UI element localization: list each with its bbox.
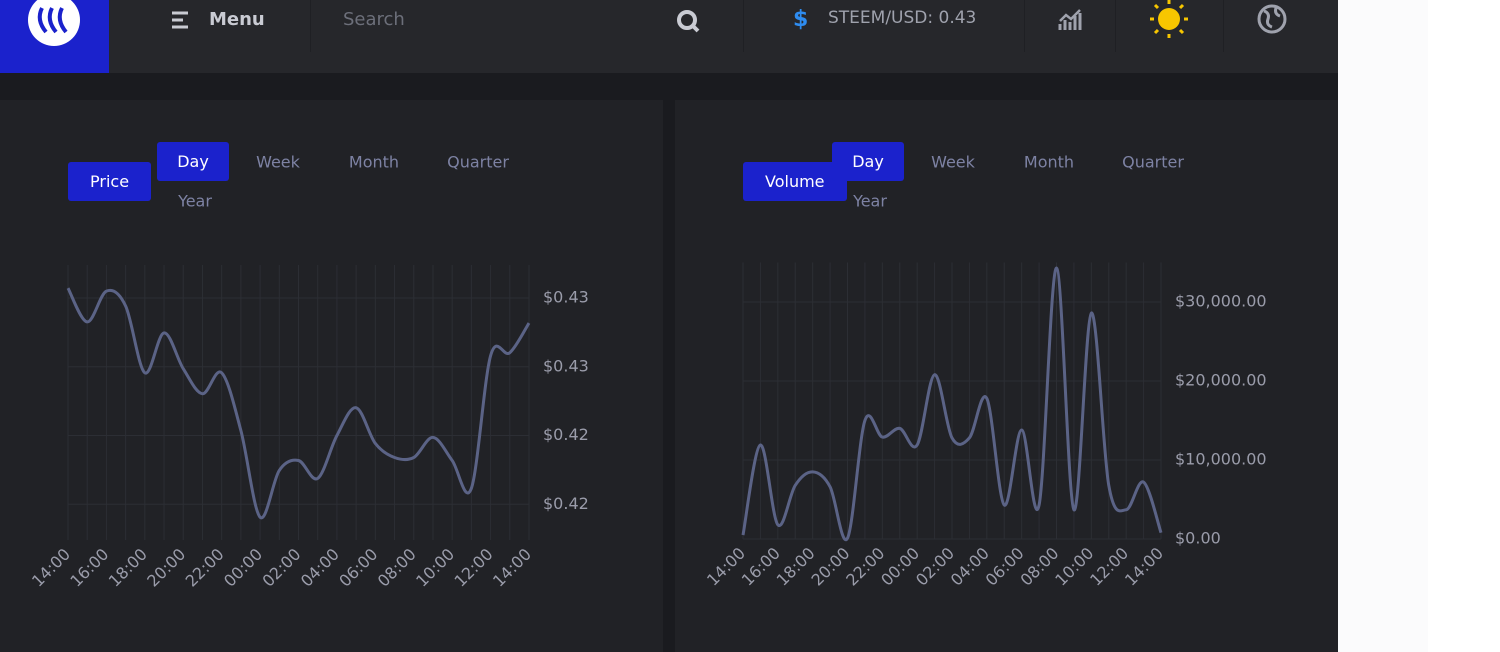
x-tick-label: 18:00	[773, 544, 819, 590]
y-tick-label: $30,000.00	[1175, 292, 1267, 311]
metric-button[interactable]: Price	[68, 162, 152, 201]
x-tick-label: 02:00	[912, 544, 958, 590]
x-tick-label: 12:00	[451, 545, 497, 591]
menu-label[interactable]: Menu	[209, 9, 265, 30]
menu-icon[interactable]	[170, 10, 192, 30]
range-button[interactable]: Week	[931, 152, 975, 172]
x-tick-label: 08:00	[374, 545, 420, 591]
x-tick-label: 00:00	[877, 544, 923, 590]
x-tick-label: 12:00	[1086, 544, 1132, 590]
range-button-active[interactable]: Day	[832, 142, 904, 181]
charts: 14:0016:0018:0020:0022:0000:0002:0004:00…	[28, 262, 1267, 591]
range-button[interactable]: Year	[853, 191, 887, 211]
y-tick-label: $0.42	[543, 494, 589, 513]
ticker[interactable]: STEEM/USD: 0.43	[828, 8, 977, 28]
x-tick-label: 00:00	[220, 545, 266, 591]
x-tick-label: 04:00	[947, 544, 993, 590]
logo[interactable]	[0, 0, 109, 73]
separator	[1024, 0, 1025, 52]
y-tick-label: $0.42	[543, 425, 589, 444]
separator	[743, 0, 744, 52]
x-tick-label: 22:00	[182, 545, 228, 591]
x-tick-label: 06:00	[335, 545, 381, 591]
x-tick-label: 16:00	[66, 545, 112, 591]
range-button[interactable]: Month	[348, 152, 400, 172]
range-button[interactable]: Month	[1023, 152, 1075, 172]
side-strip	[1338, 0, 1428, 652]
line	[66, 287, 531, 520]
range-button-active[interactable]: Day	[157, 142, 229, 181]
y-tick-label: $0.43	[543, 288, 589, 307]
x-tick-label: 22:00	[842, 544, 888, 590]
chart-icon[interactable]	[1057, 7, 1083, 33]
x-tick-label: 20:00	[143, 545, 189, 591]
logo-icon	[28, 0, 80, 46]
x-tick-label: 14:00	[28, 545, 74, 591]
separator	[310, 0, 311, 52]
y-tick-label: $0.00	[1175, 529, 1221, 548]
x-tick-label: 02:00	[258, 545, 304, 591]
y-tick-label: $10,000.00	[1175, 450, 1267, 469]
x-tick-label: 14:00	[703, 544, 749, 590]
separator	[1223, 0, 1224, 52]
app: Menu Search $ STEEM/USD: 0.43 14:00 16:00…	[0, 0, 1338, 652]
metric-button[interactable]: Volume	[743, 162, 847, 201]
header: Menu Search $ STEEM/USD: 0.43	[0, 0, 1338, 73]
language-icon[interactable]	[1256, 3, 1288, 35]
x-tick-label: 10:00	[412, 545, 458, 591]
x-tick-label: 14:00	[1121, 544, 1167, 590]
separator	[1115, 0, 1116, 52]
range-button[interactable]: Week	[256, 152, 300, 172]
search-icon[interactable]	[675, 8, 701, 34]
currency-icon: $	[793, 7, 809, 32]
x-tick-label: 18:00	[105, 545, 151, 591]
x-tick-label: 06:00	[982, 544, 1028, 590]
search-input[interactable]: Search	[343, 9, 405, 30]
x-tick-label: 14:00	[489, 545, 535, 591]
x-tick-label: 08:00	[1016, 544, 1062, 590]
y-tick-label: $20,000.00	[1175, 371, 1267, 390]
range-button[interactable]: Year	[178, 191, 212, 211]
theme-icon[interactable]	[1147, 0, 1191, 40]
x-tick-label: 10:00	[1051, 544, 1097, 590]
x-tick-label: 04:00	[297, 545, 343, 591]
range-button[interactable]: Quarter	[1122, 152, 1184, 172]
x-tick-label: 16:00	[738, 544, 784, 590]
range-button[interactable]: Quarter	[447, 152, 509, 172]
line	[741, 266, 1163, 542]
x-tick-label: 20:00	[807, 544, 853, 590]
y-tick-label: $0.43	[543, 356, 589, 375]
